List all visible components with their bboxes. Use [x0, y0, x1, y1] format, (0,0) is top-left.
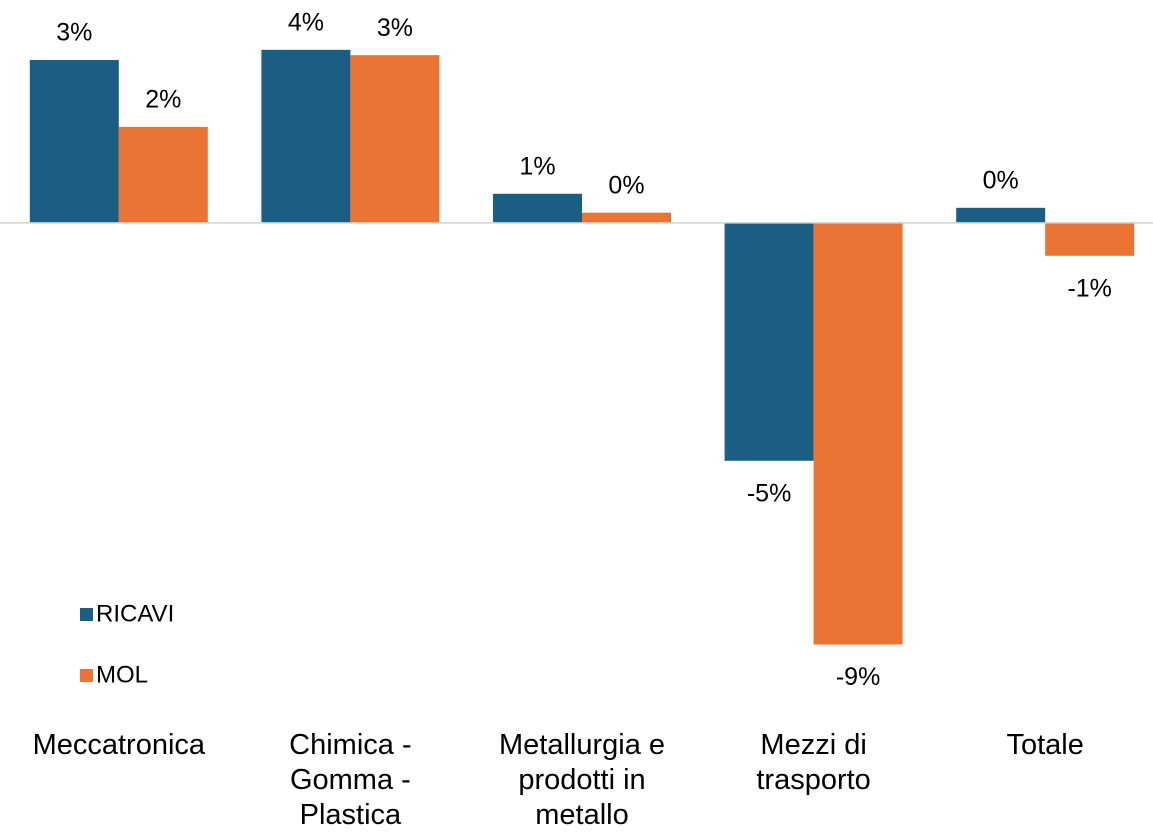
bar [724, 222, 814, 461]
legend-swatch [80, 669, 93, 682]
value-label: 1% [519, 152, 555, 180]
x-tick-label: Mezzi di trasporto [756, 729, 871, 796]
legend-label: MOL [96, 661, 148, 688]
bar [813, 222, 903, 645]
value-label: 3% [56, 19, 92, 47]
bar [1045, 222, 1135, 256]
value-label: -9% [836, 663, 880, 691]
value-label: 3% [377, 14, 413, 42]
value-label: -5% [747, 479, 791, 507]
value-label: 2% [145, 86, 181, 114]
x-tick-label: Totale [1006, 729, 1084, 761]
legend-swatch [80, 608, 93, 621]
x-tick-label: Chimica - Gomma - Plastica [289, 729, 412, 831]
bar [956, 207, 1046, 223]
value-label: 4% [288, 8, 324, 36]
bar [29, 60, 119, 223]
value-label: 0% [608, 171, 644, 199]
bar [350, 55, 440, 223]
bar [118, 126, 208, 223]
legend-label: RICAVI [96, 600, 174, 627]
bar [493, 193, 582, 223]
bar [582, 212, 671, 223]
x-tick-label: Meccatronica [32, 729, 206, 761]
x-tick-label: Metallurgia e prodotti in metallo [498, 729, 666, 831]
value-label: -1% [1067, 274, 1111, 302]
bar [261, 49, 351, 223]
value-label: 0% [983, 166, 1019, 194]
